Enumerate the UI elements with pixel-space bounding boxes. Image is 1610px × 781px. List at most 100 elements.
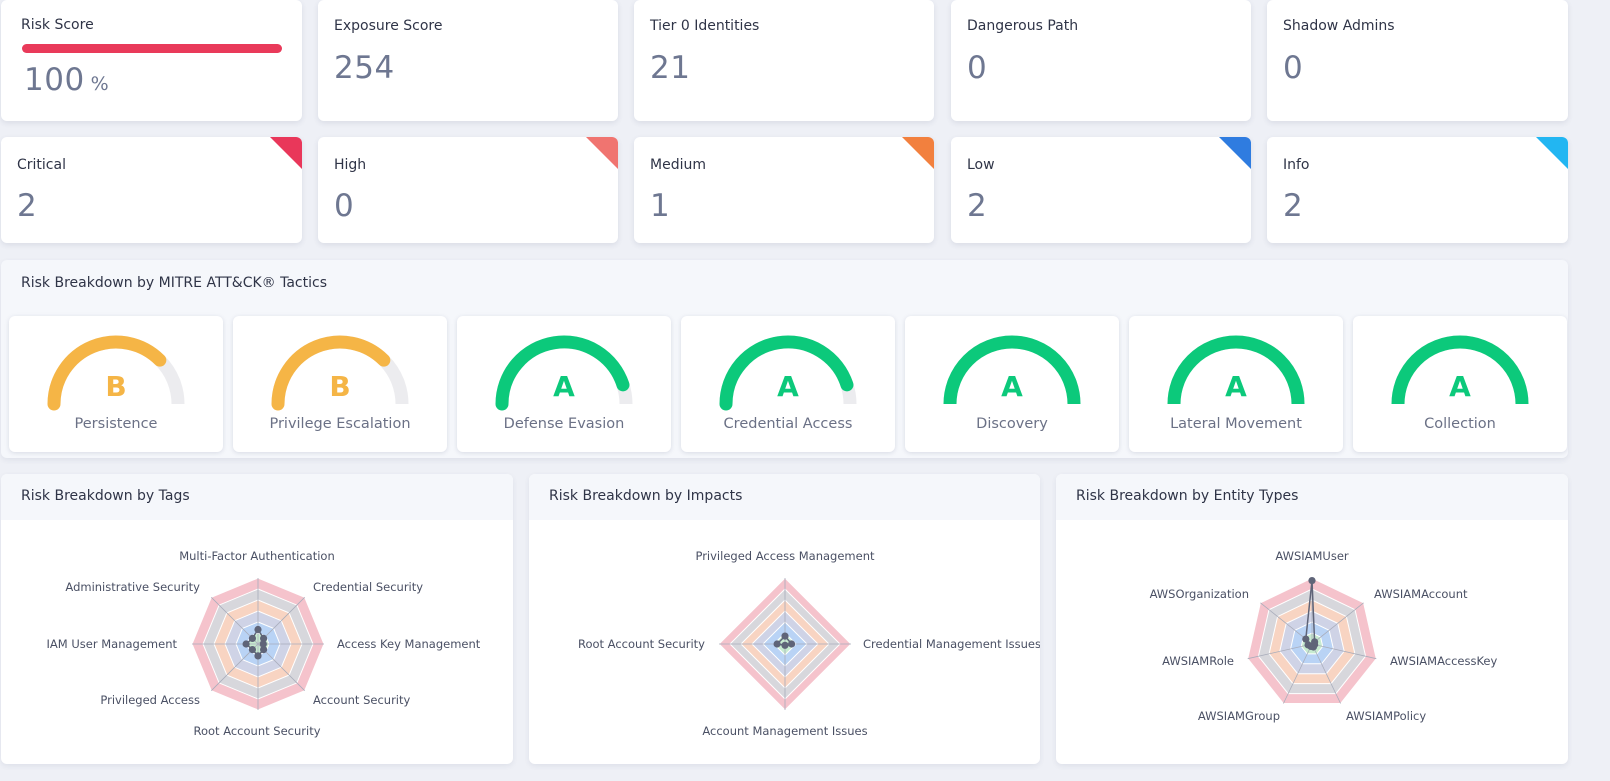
kpi-value: 100%	[24, 62, 109, 98]
radar-point	[248, 634, 256, 642]
gauge-label: Defense Evasion	[503, 416, 625, 432]
radar-axis-line	[1311, 602, 1364, 645]
radar-axis-label: Access Key Management	[337, 637, 481, 651]
entity-types-radar-chart: AWSIAMUser AWSIAMAccount AWSIAMAccessKey AW…	[1150, 549, 1498, 723]
severity-value: 2	[967, 188, 988, 224]
severity-card-high[interactable]: High 0	[318, 137, 618, 243]
kpi-title: Dangerous Path	[967, 18, 1079, 34]
tactic-card-collection[interactable]: A Collection	[1353, 316, 1567, 452]
kpi-value: 0	[967, 50, 988, 86]
radar-axis-label: Root Account Security	[578, 637, 705, 651]
severity-corner-flag	[1536, 137, 1568, 169]
tactic-card-discovery[interactable]: A Discovery	[905, 316, 1119, 452]
gauge-arc	[1391, 335, 1529, 405]
gauge-fill	[1391, 335, 1529, 405]
tactic-card-persistence[interactable]: B Persistence	[9, 316, 223, 452]
gauge-arc	[271, 335, 409, 411]
severity-title: Low	[967, 157, 995, 173]
risk-score-bar	[22, 44, 282, 53]
kpi-title: Risk Score	[21, 17, 94, 33]
radar-point	[254, 625, 262, 634]
severity-card-medium[interactable]: Medium 1	[634, 137, 934, 243]
section-title: Risk Breakdown by Tags	[21, 488, 190, 504]
kpi-card-tier0[interactable]: Tier 0 Identities 21	[634, 0, 934, 121]
gauge-arc	[943, 335, 1081, 405]
kpi-card-risk-score[interactable]: Risk Score 100%	[1, 0, 302, 121]
kpi-title: Tier 0 Identities	[650, 18, 760, 34]
gauge-grade: A	[1225, 370, 1247, 403]
severity-card-critical[interactable]: Critical 2	[1, 137, 302, 243]
gauge-label: Discovery	[976, 416, 1048, 432]
section-title: Risk Breakdown by Entity Types	[1076, 488, 1299, 504]
radar-axis-label: Administrative Security	[65, 580, 200, 594]
radar-point	[254, 652, 262, 660]
radar-axis-label: Privileged Access Management	[695, 549, 875, 563]
entity-types-section: Risk Breakdown by Entity Types AWSIAMUse…	[1056, 474, 1568, 764]
gauge-arc	[495, 335, 633, 411]
severity-value: 1	[650, 188, 671, 224]
kpi-value: 0	[1283, 50, 1304, 86]
tactic-card-credential-access[interactable]: A Credential Access	[681, 316, 895, 452]
radar-axis-line	[1311, 643, 1377, 660]
severity-title: Info	[1283, 157, 1310, 173]
radar-point	[1308, 577, 1316, 585]
radar-axis-label: AWSOrganization	[1150, 587, 1249, 601]
gauge-grade: B	[105, 370, 127, 403]
gauge-label: Privilege Escalation	[269, 416, 411, 432]
radar-axis-label: Account Management Issues	[702, 724, 867, 738]
gauge-arc	[47, 335, 185, 411]
gauge-grade: A	[553, 370, 575, 403]
radar-axis-label: Credential Management Issues	[863, 637, 1040, 651]
gauge-fill	[1167, 335, 1305, 405]
radar-axis-label: AWSIAMUser	[1275, 549, 1349, 563]
radar-point	[773, 640, 781, 648]
section-title: Risk Breakdown by MITRE ATT&CK® Tactics	[21, 275, 328, 291]
kpi-card-dangerous-path[interactable]: Dangerous Path 0	[951, 0, 1251, 121]
severity-value: 0	[334, 188, 355, 224]
radar-axis-line	[1247, 643, 1313, 660]
severity-title: High	[334, 157, 367, 173]
severity-card-info[interactable]: Info 2	[1267, 137, 1568, 243]
radar-point	[1302, 635, 1310, 643]
radar-point	[781, 632, 789, 640]
radar-point	[260, 646, 268, 654]
radar-axis-line	[1283, 643, 1313, 704]
kpi-title: Shadow Admins	[1283, 18, 1395, 34]
tags-section: Risk Breakdown by Tags Multi-Factor Auth…	[1, 474, 513, 764]
radar-axis-label: IAM User Management	[47, 637, 178, 651]
severity-value: 2	[17, 188, 38, 224]
impacts-radar-chart: Privileged Access Management Credential M…	[578, 549, 1040, 738]
severity-value: 2	[1283, 188, 1304, 224]
radar-point	[242, 640, 250, 648]
kpi-card-exposure-score[interactable]: Exposure Score 254	[318, 0, 618, 121]
severity-corner-flag	[586, 137, 618, 169]
gauge-arc	[1167, 335, 1305, 405]
section-header: Risk Breakdown by Entity Types	[1056, 474, 1568, 520]
section-header: Risk Breakdown by Tags	[1, 474, 513, 520]
gauge-grade: B	[329, 370, 351, 403]
kpi-value: 254	[334, 50, 395, 86]
radar-axis-label: AWSIAMAccessKey	[1390, 654, 1498, 668]
radar-axis-label: Multi-Factor Authentication	[179, 549, 335, 563]
kpi-title: Exposure Score	[334, 18, 443, 34]
gauge-fill	[47, 335, 167, 411]
risk-score-unit: %	[90, 73, 110, 95]
radar-point	[260, 634, 268, 642]
tactic-card-defense-evasion[interactable]: A Defense Evasion	[457, 316, 671, 452]
severity-title: Medium	[650, 157, 706, 173]
gauge-label: Collection	[1424, 416, 1496, 432]
tactic-card-privilege-escalation[interactable]: B Privilege Escalation	[233, 316, 447, 452]
kpi-card-shadow-admins[interactable]: Shadow Admins 0	[1267, 0, 1568, 121]
section-header: Risk Breakdown by Impacts	[529, 474, 1040, 520]
risk-score-value: 100	[24, 62, 85, 98]
radar-point	[259, 640, 267, 648]
radar-axis-label: AWSIAMAccount	[1374, 587, 1468, 601]
gauge-fill	[495, 335, 630, 411]
gauge-label: Persistence	[74, 416, 158, 432]
gauge-grade: A	[777, 370, 799, 403]
section-title: Risk Breakdown by Impacts	[549, 488, 743, 504]
severity-corner-flag	[1219, 137, 1251, 169]
radar-point	[781, 641, 789, 649]
severity-card-low[interactable]: Low 2	[951, 137, 1251, 243]
tactic-card-lateral-movement[interactable]: A Lateral Movement	[1129, 316, 1343, 452]
